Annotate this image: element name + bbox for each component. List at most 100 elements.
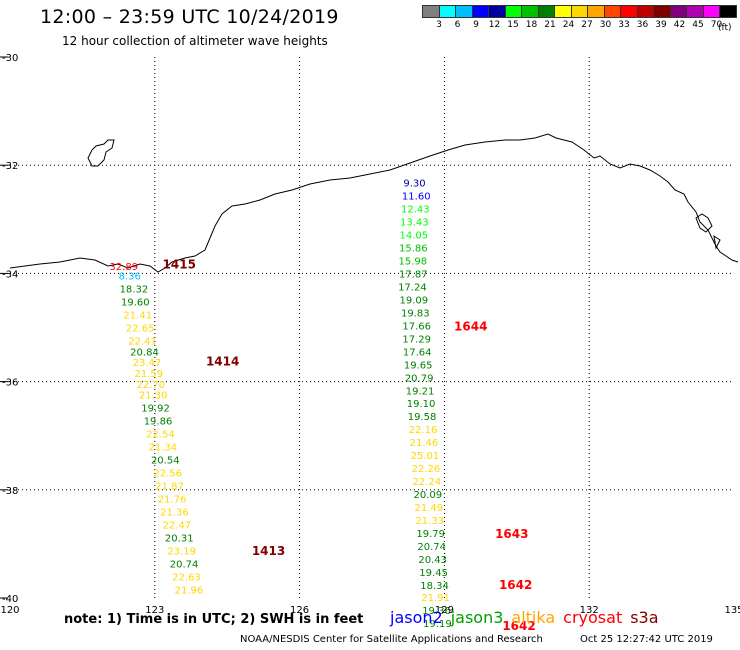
wave-height-label-east: 22.16 [409, 425, 438, 436]
legend-tick: 36 [636, 20, 649, 30]
wave-height-label-west: 23.19 [167, 546, 196, 557]
satellite-jason2: jason2 [390, 608, 443, 627]
data-marks: 32.898.3618.3219.6021.4122.6522.4120.842… [109, 179, 535, 634]
generated-time: Oct 25 12:27:42 UTC 2019 [580, 634, 713, 645]
pass-time-label: 1414 [206, 355, 239, 369]
wave-height-label-east: 9.30 [403, 179, 425, 190]
pass-time-label: 1413 [252, 544, 285, 558]
wave-height-label-east: 19.65 [404, 360, 433, 371]
wave-height-label-east: 19.36 [422, 606, 451, 617]
legend-swatch [719, 5, 737, 18]
wave-height-label-east: 19.09 [400, 295, 429, 306]
y-tick-label: -34 [2, 269, 18, 280]
y-tick-label: -40 [2, 594, 18, 605]
satellite-s3a: s3a [630, 608, 659, 627]
legend-tick: 27 [581, 20, 593, 30]
y-tick-label: -38 [2, 486, 18, 497]
wave-height-label-west: 20.84 [130, 347, 159, 358]
wave-height-label-east: 19.58 [408, 412, 437, 423]
wave-height-label-east: 17.87 [399, 269, 428, 280]
footnote: note: 1) Time is in UTC; 2) SWH is in fe… [64, 612, 364, 627]
wave-height-label-east: 22.24 [413, 477, 442, 488]
wave-height-label-east: 22.26 [412, 464, 441, 475]
wave-height-label-west: 21.41 [123, 311, 152, 322]
wave-height-label-east: 19.21 [406, 386, 435, 397]
legend-tick: 24 [562, 20, 575, 30]
x-tick-label: 126 [290, 605, 309, 616]
x-tick-label: 123 [145, 605, 164, 616]
satellite-cryosat: cryosat [563, 608, 623, 627]
legend-tick: 42 [673, 20, 686, 30]
wave-height-label-east: 15.86 [399, 243, 428, 254]
wave-height-label-east: 19.19 [423, 619, 452, 630]
map-axes: 120 123 126 129 132 135 -30 -32 -34 -36 -38 -40 [0, 53, 740, 616]
wave-height-label-east: 18.34 [420, 581, 449, 592]
wave-height-label-west: 21.76 [158, 494, 187, 505]
legend-tick: 70 [710, 20, 723, 30]
wave-height-label-west: 19.86 [144, 417, 173, 428]
wave-height-label-east: 19.10 [407, 399, 436, 410]
wave-height-label-east: 17.66 [402, 321, 431, 332]
wave-height-label-east: 21.91 [421, 593, 450, 604]
wave-height-label-east: 17.24 [398, 282, 427, 293]
wave-height-label-west: 23.47 [133, 358, 162, 369]
wave-height-label-east: 19.79 [416, 529, 445, 540]
wave-height-label-east: 21.46 [410, 438, 439, 449]
wave-height-label-west: 21.59 [135, 369, 164, 380]
legend-tick: 15 [507, 20, 519, 30]
wave-height-label-west: 21.36 [160, 507, 189, 518]
wave-height-label-west: 22.56 [153, 468, 182, 479]
wave-height-label-west: 22.47 [163, 520, 192, 531]
credit-text: NOAA/NESDIS Center for Satellite Applica… [240, 634, 543, 645]
wave-height-label-east: 20.09 [414, 490, 443, 501]
color-legend: 3 6 9 12 15 18 21 24 27 30 33 36 39 42 45 70 (ft) [422, 5, 737, 33]
x-tick-label: 135 [724, 605, 740, 616]
x-tick-label: 132 [580, 605, 599, 616]
y-tick-label: -36 [2, 378, 18, 389]
wave-height-label-west: 18.32 [120, 285, 149, 296]
legend-tick: 33 [618, 20, 630, 30]
legend-tick: 9 [473, 20, 479, 30]
wave-height-label-east: 19.45 [419, 568, 448, 579]
wave-height-label-west: 22.54 [146, 430, 175, 441]
map-title: 12:00 – 23:59 UTC 10/24/2019 [40, 6, 339, 28]
wave-height-label-west: 22.65 [126, 324, 155, 335]
wave-height-label-east: 21.33 [415, 516, 444, 527]
legend-tick: 6 [454, 20, 461, 30]
wave-height-label-west: 21.96 [175, 585, 204, 596]
coastline-east-detail [695, 213, 721, 250]
wave-height-label-east: 21.49 [414, 503, 443, 514]
wave-height-label-east: 20.79 [405, 373, 434, 384]
wave-height-label-west: 22.63 [172, 572, 201, 583]
y-tick-label: -30 [2, 53, 18, 64]
wave-height-label-east: 12.43 [401, 204, 430, 215]
wave-height-label-west: 20.54 [151, 456, 180, 467]
wave-height-label-west: 20.74 [170, 559, 199, 570]
wave-height-label-west: 19.60 [121, 298, 150, 309]
legend-tick: 45 [692, 20, 704, 30]
wave-height-label-east: 17.29 [402, 334, 431, 345]
pass-time-label: 1644 [454, 319, 487, 333]
pass-time-label: 1642 [502, 619, 535, 633]
wave-height-label-east: 11.60 [402, 191, 431, 202]
wave-height-label-east: 14.05 [400, 230, 429, 241]
legend-tick: 18 [525, 20, 538, 30]
coastline [9, 133, 739, 273]
x-tick-label: 120 [0, 605, 19, 616]
wave-height-label-west: 22.41 [128, 336, 157, 347]
map-subtitle: 12 hour collection of altimeter wave hei… [62, 34, 328, 48]
wave-height-label-east: 17.64 [403, 347, 432, 358]
wave-height-label-east: 25.01 [411, 451, 440, 462]
legend-ticks: 3 6 9 12 15 18 21 24 27 30 33 36 39 42 45 70 [422, 18, 736, 32]
wave-height-label-east: 13.43 [400, 217, 429, 228]
wave-height-label-west: 20.31 [165, 533, 194, 544]
wave-height-label-east: 19.83 [401, 308, 430, 319]
x-tick-label: 129 [435, 605, 454, 616]
y-tick-label: -32 [2, 161, 18, 172]
coastline-island [87, 139, 115, 167]
satellite-jason3: jason3 [450, 608, 504, 627]
legend-unit: (ft) [718, 23, 732, 33]
wave-height-label-west: 8.36 [119, 272, 141, 283]
legend-tick: 39 [655, 20, 667, 30]
